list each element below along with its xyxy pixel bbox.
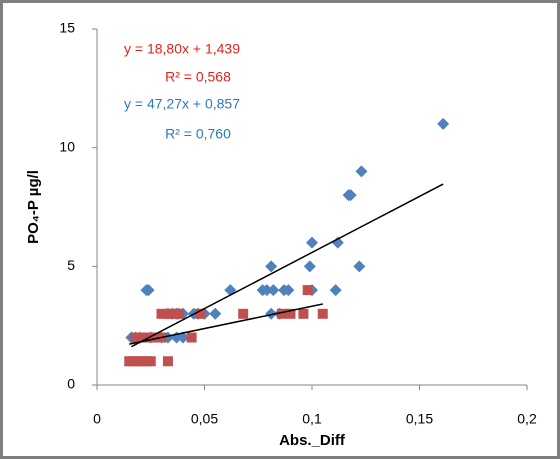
point xyxy=(186,332,197,343)
point xyxy=(342,189,355,202)
point xyxy=(302,285,313,296)
trendline xyxy=(131,183,444,348)
point xyxy=(303,260,316,273)
y-tick-label: 10 xyxy=(59,138,75,154)
point xyxy=(173,308,184,319)
trendline-equation: y = 18,80x + 1,439 xyxy=(124,41,240,57)
trendline-equation: y = 47,27x + 0,857 xyxy=(124,96,240,112)
point xyxy=(329,284,342,297)
x-tick-label: 0,2 xyxy=(517,411,537,427)
point xyxy=(195,308,206,319)
x-axis-title: Abs._Diff xyxy=(279,432,346,449)
point xyxy=(285,308,296,319)
y-tick-label: 15 xyxy=(59,20,75,36)
point xyxy=(145,356,156,367)
y-tick-label: 5 xyxy=(67,257,75,273)
x-tick-label: 0 xyxy=(93,411,101,427)
point xyxy=(260,284,273,297)
x-tick-label: 0,15 xyxy=(406,411,433,427)
point xyxy=(140,284,153,297)
x-tick-label: 0,1 xyxy=(302,411,322,427)
point xyxy=(353,260,366,273)
point xyxy=(355,165,368,178)
point xyxy=(162,356,173,367)
point xyxy=(209,307,222,320)
point xyxy=(265,260,278,273)
point xyxy=(139,332,150,343)
point xyxy=(238,308,249,319)
y-tick-label: 0 xyxy=(67,376,75,392)
point xyxy=(162,308,173,319)
x-tick-label: 0,05 xyxy=(191,411,218,427)
point xyxy=(282,284,295,297)
point xyxy=(267,284,280,297)
point xyxy=(317,308,328,319)
y-axis-title: PO₄-P µg/l xyxy=(25,170,42,244)
trendline-r2: R² = 0,568 xyxy=(165,69,231,85)
point xyxy=(177,331,189,344)
point xyxy=(437,117,450,130)
point xyxy=(265,307,278,320)
trendline-r2: R² = 0,760 xyxy=(165,126,231,142)
point xyxy=(331,236,344,249)
point xyxy=(298,308,309,319)
point xyxy=(156,308,167,319)
point xyxy=(306,236,318,249)
point xyxy=(276,308,287,319)
point xyxy=(147,332,158,343)
trendline xyxy=(129,303,323,345)
